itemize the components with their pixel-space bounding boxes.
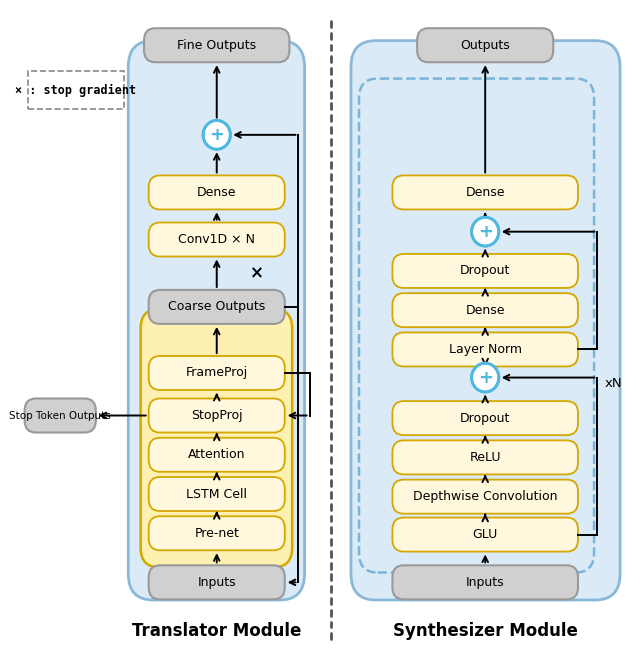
FancyBboxPatch shape <box>148 477 285 511</box>
Text: StopProj: StopProj <box>191 409 243 422</box>
Text: FrameProj: FrameProj <box>186 367 248 380</box>
FancyBboxPatch shape <box>392 254 578 288</box>
Text: × : stop gradient: × : stop gradient <box>15 84 136 97</box>
FancyBboxPatch shape <box>141 309 292 567</box>
Text: +: + <box>477 369 493 386</box>
Circle shape <box>472 217 499 246</box>
FancyBboxPatch shape <box>128 41 305 600</box>
Text: Coarse Outputs: Coarse Outputs <box>168 300 266 313</box>
FancyBboxPatch shape <box>392 293 578 327</box>
Text: Conv1D × N: Conv1D × N <box>178 233 255 246</box>
FancyBboxPatch shape <box>359 79 594 572</box>
FancyBboxPatch shape <box>392 440 578 474</box>
Text: Dense: Dense <box>197 186 237 199</box>
Text: Dropout: Dropout <box>460 412 510 424</box>
FancyBboxPatch shape <box>417 28 553 62</box>
Text: Dense: Dense <box>465 186 505 199</box>
FancyBboxPatch shape <box>392 401 578 435</box>
Circle shape <box>472 363 499 392</box>
FancyBboxPatch shape <box>25 399 96 432</box>
Text: Translator Module: Translator Module <box>132 622 301 640</box>
FancyBboxPatch shape <box>351 41 620 600</box>
FancyBboxPatch shape <box>148 516 285 551</box>
Text: +: + <box>477 223 493 240</box>
Text: ×: × <box>250 264 264 283</box>
Text: Stop Token Outputs: Stop Token Outputs <box>10 411 111 420</box>
FancyBboxPatch shape <box>148 399 285 432</box>
FancyBboxPatch shape <box>144 28 289 62</box>
Text: Depthwise Convolution: Depthwise Convolution <box>413 490 557 503</box>
FancyBboxPatch shape <box>148 438 285 472</box>
Text: Pre-net: Pre-net <box>195 527 239 540</box>
FancyBboxPatch shape <box>392 175 578 210</box>
FancyBboxPatch shape <box>148 356 285 390</box>
Circle shape <box>203 120 230 149</box>
Text: ReLU: ReLU <box>470 451 501 464</box>
Text: Inputs: Inputs <box>466 576 504 589</box>
FancyBboxPatch shape <box>392 565 578 599</box>
Text: Attention: Attention <box>188 448 246 461</box>
Text: GLU: GLU <box>472 528 498 541</box>
Text: Layer Norm: Layer Norm <box>449 343 522 356</box>
FancyBboxPatch shape <box>28 72 124 109</box>
Text: Fine Outputs: Fine Outputs <box>177 39 256 52</box>
FancyBboxPatch shape <box>392 518 578 552</box>
Text: LSTM Cell: LSTM Cell <box>186 487 247 501</box>
Text: Dense: Dense <box>465 304 505 317</box>
Text: Outputs: Outputs <box>460 39 510 52</box>
FancyBboxPatch shape <box>392 332 578 367</box>
Text: Dropout: Dropout <box>460 264 510 277</box>
FancyBboxPatch shape <box>148 223 285 256</box>
Text: +: + <box>209 126 224 144</box>
Text: xN: xN <box>605 376 622 390</box>
Text: Synthesizer Module: Synthesizer Module <box>393 622 578 640</box>
FancyBboxPatch shape <box>148 175 285 210</box>
FancyBboxPatch shape <box>148 290 285 324</box>
Text: Inputs: Inputs <box>197 576 236 589</box>
FancyBboxPatch shape <box>148 565 285 599</box>
FancyBboxPatch shape <box>392 480 578 514</box>
